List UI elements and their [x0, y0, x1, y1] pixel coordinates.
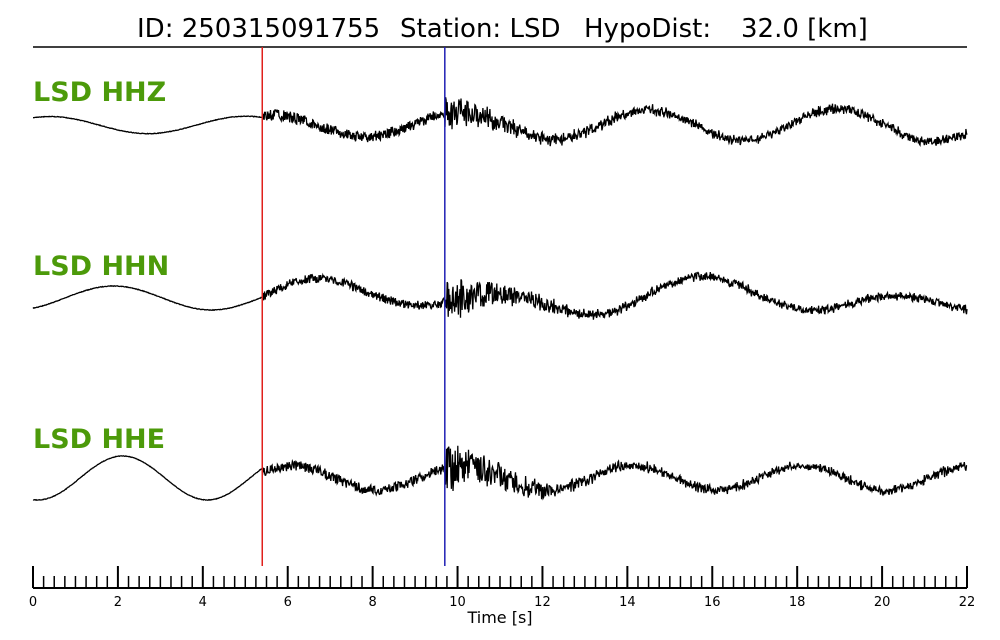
event-id-title: ID: 250315091755 [137, 14, 380, 44]
waveform-traces [32, 97, 968, 501]
x-tick-label: 16 [704, 595, 721, 610]
phase-picks [261, 47, 446, 566]
x-tick-label: 14 [619, 595, 636, 610]
x-tick-label: 0 [29, 595, 37, 610]
channel-label-hhe: LSD HHE [33, 424, 165, 455]
waveform-hhe [32, 445, 968, 501]
x-axis-label: Time [s] [466, 608, 532, 627]
x-tick-label: 12 [534, 595, 551, 610]
x-tick-label: 20 [874, 595, 891, 610]
waveform-hhz [33, 97, 968, 147]
x-tick-label: 6 [284, 595, 292, 610]
channel-label-hhn: LSD HHN [33, 251, 169, 282]
hypodist-label: HypoDist: [584, 14, 711, 44]
station-title: Station: LSD [400, 14, 560, 44]
hypodist-value: 32.0 [km] [741, 14, 868, 44]
channel-label-hhz: LSD HHZ [33, 77, 166, 108]
x-tick-label: 8 [368, 595, 376, 610]
time-axis-ticks: 0 2 4 6 8 10 12 14 16 18 20 22 [29, 566, 975, 610]
x-tick-label: 2 [114, 595, 122, 610]
waveform-hhn [32, 271, 968, 320]
time-axis: 0 2 4 6 8 10 12 14 16 18 20 22 Time [s] [29, 566, 975, 627]
x-tick-label: 22 [959, 595, 976, 610]
x-tick-label: 18 [789, 595, 806, 610]
x-tick-label: 4 [199, 595, 207, 610]
x-tick-label: 10 [449, 595, 466, 610]
